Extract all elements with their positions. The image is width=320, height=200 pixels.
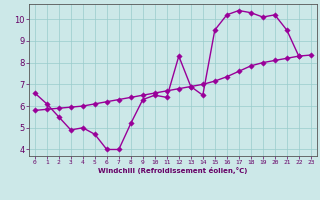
- X-axis label: Windchill (Refroidissement éolien,°C): Windchill (Refroidissement éolien,°C): [98, 167, 247, 174]
